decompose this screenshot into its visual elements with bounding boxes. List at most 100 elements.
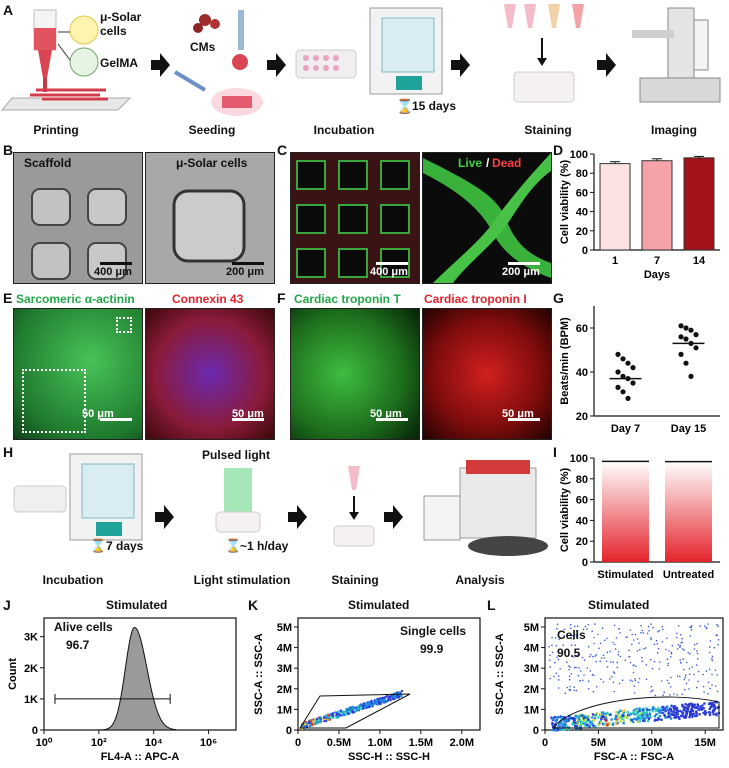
event-dot: [574, 644, 576, 646]
event-dot: [339, 709, 342, 712]
event-dot: [615, 637, 618, 639]
step-staining: Staining: [524, 123, 572, 137]
event-dot: [633, 664, 635, 666]
event-dot: [695, 714, 698, 717]
event-dot: [670, 676, 672, 679]
event-dot: [647, 625, 650, 628]
incubator-icon: [295, 7, 443, 95]
event-dot: [716, 634, 719, 636]
panel-label-h: H: [3, 444, 14, 460]
event-dot: [632, 710, 635, 714]
scale-bar-b1: [100, 262, 132, 265]
event-dot: [625, 636, 627, 638]
event-dot: [716, 674, 718, 676]
event-dot: [648, 708, 651, 712]
event-dot: [377, 701, 381, 704]
event-dot: [581, 714, 584, 717]
scale-bar-e2: [232, 418, 264, 421]
event-dot: [697, 680, 699, 683]
y-tick-label: 40: [576, 207, 588, 219]
event-dot: [667, 709, 670, 712]
x-tick-label: 0: [542, 737, 548, 749]
event-dot: [681, 711, 684, 715]
event-dot: [378, 697, 382, 700]
event-dot: [690, 629, 693, 631]
event-dot: [693, 648, 696, 650]
event-dot: [331, 714, 334, 717]
scale-text-c1: 400 μm: [370, 266, 408, 278]
event-dot: [690, 625, 693, 627]
event-dot: [579, 680, 581, 682]
event-dot: [668, 650, 670, 652]
scale-bar-f2: [508, 418, 540, 421]
stain-label-alpha-actinin: Sarcomeric α-actinin: [16, 292, 135, 306]
data-point: [683, 336, 689, 342]
event-dot: [645, 647, 647, 649]
event-dot: [336, 716, 340, 719]
cms-label: CMs: [190, 40, 216, 54]
event-dot: [564, 692, 567, 695]
event-dot: [688, 688, 690, 690]
gate-value-l: 90.5: [557, 646, 581, 660]
chart-k-title: Stimulated: [348, 598, 410, 612]
y-tick-label: 0: [582, 557, 588, 569]
event-dot: [591, 713, 595, 716]
y-tick-label: 2M: [277, 684, 292, 696]
event-dot: [551, 644, 553, 646]
event-dot: [613, 690, 616, 693]
x-axis-label: FSC-A :: FSC-A: [594, 751, 674, 763]
event-dot: [666, 705, 669, 708]
event-dot: [628, 649, 630, 652]
event-dot: [592, 724, 595, 728]
event-dot: [650, 690, 652, 693]
event-dot: [685, 711, 688, 715]
event-dot: [554, 729, 557, 732]
event-dot: [691, 715, 694, 718]
event-dot: [711, 673, 713, 676]
event-dot: [694, 706, 698, 709]
event-dot: [556, 717, 559, 720]
event-dot: [714, 706, 717, 710]
event-dot: [703, 691, 705, 693]
scale-text-c2: 200 μm: [502, 266, 540, 278]
event-dot: [587, 688, 590, 690]
data-point: [683, 360, 689, 366]
y-tick-label: 3M: [524, 663, 539, 675]
ink-gelma-label: GelMA: [100, 56, 139, 70]
event-dot: [658, 629, 661, 632]
event-dot: [653, 643, 656, 646]
event-dot: [642, 632, 644, 634]
event-dot: [696, 650, 698, 652]
x-tick-label: 14: [693, 255, 706, 267]
event-dot: [612, 661, 614, 663]
event-dot: [641, 660, 644, 663]
gate-value-j: 96.7: [66, 638, 90, 652]
bar: [665, 461, 712, 562]
event-dot: [610, 661, 612, 663]
event-dot: [397, 695, 401, 699]
event-dot: [582, 628, 585, 631]
y-tick-label: 20: [576, 411, 588, 423]
panel-label-b: B: [3, 142, 14, 158]
event-dot: [560, 716, 564, 719]
duration-1h-day: ~1 h/day: [240, 539, 289, 553]
event-dot: [637, 717, 640, 720]
event-dot: [583, 674, 585, 676]
event-dot: [666, 658, 669, 660]
event-dot: [643, 647, 645, 650]
y-tick-label: 80: [576, 474, 588, 486]
event-dot: [693, 673, 695, 676]
data-point: [615, 351, 621, 357]
event-dot: [593, 636, 595, 639]
event-dot: [600, 711, 604, 714]
y-tick-label: 1M: [277, 704, 292, 716]
event-dot: [695, 710, 698, 713]
event-dot: [609, 650, 611, 653]
event-dot: [715, 712, 718, 716]
event-dot: [549, 666, 551, 668]
staining-icon: [504, 4, 584, 103]
event-dot: [564, 652, 567, 654]
data-point: [678, 334, 684, 340]
event-dot: [655, 639, 658, 642]
event-dot: [314, 722, 317, 726]
